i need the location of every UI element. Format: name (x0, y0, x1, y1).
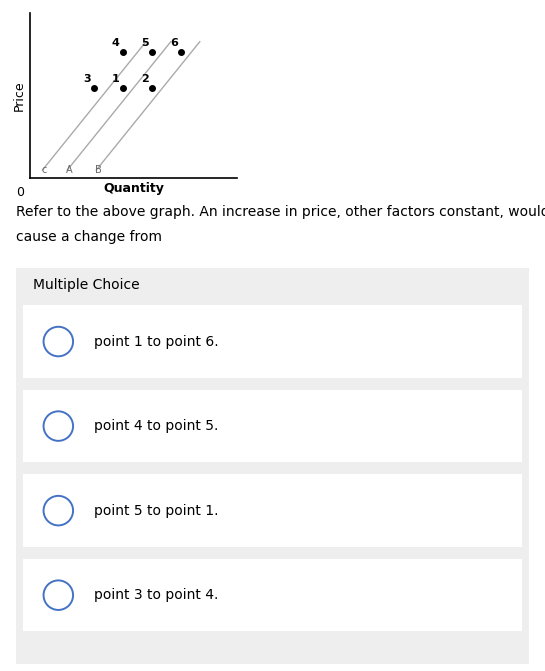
Text: point 4 to point 5.: point 4 to point 5. (94, 419, 218, 433)
Text: 6: 6 (169, 38, 178, 48)
Text: A: A (66, 165, 72, 175)
Text: cause a change from: cause a change from (16, 230, 162, 244)
Text: 4: 4 (112, 38, 120, 48)
Text: point 5 to point 1.: point 5 to point 1. (94, 504, 218, 517)
Text: 3: 3 (83, 74, 90, 84)
Text: 1: 1 (112, 74, 119, 84)
Text: c: c (42, 165, 47, 175)
Text: 5: 5 (141, 38, 149, 48)
Text: 2: 2 (141, 74, 149, 84)
Text: point 3 to point 4.: point 3 to point 4. (94, 588, 218, 602)
X-axis label: Quantity: Quantity (103, 182, 164, 195)
Text: point 1 to point 6.: point 1 to point 6. (94, 335, 219, 348)
Text: Refer to the above graph. An increase in price, other factors constant, would: Refer to the above graph. An increase in… (16, 205, 545, 219)
Text: Multiple Choice: Multiple Choice (33, 278, 140, 293)
Text: 0: 0 (16, 186, 24, 199)
Y-axis label: Price: Price (13, 81, 26, 111)
Text: B: B (95, 165, 102, 175)
